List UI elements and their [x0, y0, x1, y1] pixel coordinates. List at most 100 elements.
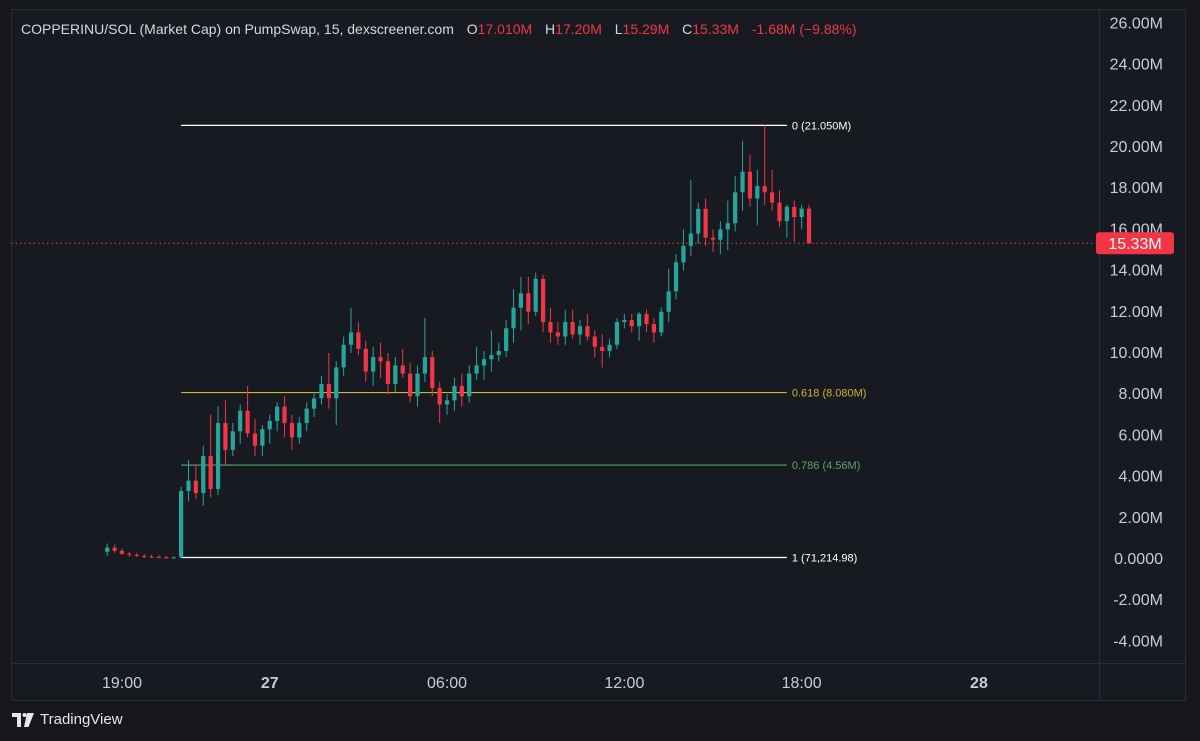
- candle: [260, 425, 265, 456]
- candle-body: [703, 208, 708, 238]
- candle: [792, 200, 797, 242]
- candle: [459, 373, 464, 407]
- candle: [577, 320, 583, 345]
- candle: [651, 317, 656, 343]
- candle-body: [673, 262, 679, 292]
- candle-body: [275, 406, 280, 421]
- candle-body: [725, 223, 730, 230]
- high-value: 17.20M: [555, 21, 602, 37]
- candle: [348, 307, 354, 353]
- candle-body: [112, 547, 117, 551]
- candle-body: [540, 278, 546, 323]
- candle-body: [755, 186, 760, 199]
- candle-body: [245, 410, 250, 434]
- candle-body: [348, 332, 354, 345]
- x-tick-label: 18:00: [782, 675, 822, 692]
- candle-body: [614, 322, 620, 345]
- candle: [215, 406, 221, 496]
- candle-body: [378, 357, 383, 362]
- candle-body: [459, 385, 464, 397]
- candle-body: [592, 336, 597, 347]
- candle-body: [267, 420, 272, 430]
- candle: [119, 548, 125, 555]
- close-label: C: [682, 21, 693, 37]
- candle-body: [422, 357, 427, 374]
- candle-body: [171, 557, 176, 559]
- candle-body: [164, 557, 169, 559]
- candle-body: [688, 233, 693, 246]
- y-tick-label: 18.00M: [1110, 180, 1163, 197]
- candle: [186, 460, 191, 502]
- candle: [762, 125, 767, 205]
- candle: [474, 346, 479, 380]
- symbol-title: COPPERINU/SOL (Market Cap) on PumpSwap, …: [21, 21, 454, 37]
- candle-body: [179, 491, 184, 558]
- candle-body: [733, 192, 738, 224]
- candle: [518, 276, 524, 331]
- candle-body: [762, 186, 767, 193]
- candle: [437, 381, 442, 424]
- candle: [688, 179, 693, 257]
- candle-body: [238, 410, 243, 432]
- candle: [385, 353, 391, 395]
- tradingview-footer[interactable]: TradingView: [12, 711, 123, 728]
- candle-body: [792, 206, 797, 218]
- candle: [201, 445, 206, 506]
- x-tick-label: 28: [970, 675, 988, 692]
- candle-body: [747, 171, 753, 199]
- candle-body: [289, 423, 295, 438]
- candle-body: [341, 344, 346, 368]
- candle: [444, 394, 450, 415]
- current-price-badge: [1096, 232, 1174, 255]
- candle: [777, 190, 782, 228]
- candle-body: [297, 423, 302, 438]
- candle: [548, 307, 553, 343]
- candle-body: [156, 556, 162, 558]
- candle: [703, 198, 708, 246]
- candle-body: [526, 293, 531, 312]
- candle: [282, 396, 287, 438]
- y-tick-label: -4.00M: [1113, 633, 1163, 650]
- candle-body: [319, 383, 324, 399]
- candle-body: [570, 322, 575, 335]
- candle: [238, 404, 243, 444]
- candle: [673, 254, 679, 300]
- candle-body: [408, 373, 413, 397]
- candle-body: [127, 553, 132, 555]
- candle: [607, 338, 612, 358]
- price-axis[interactable]: [1100, 9, 1186, 664]
- candle: [245, 385, 250, 438]
- candle-body: [718, 229, 723, 240]
- candle-body: [585, 326, 590, 337]
- fib-level-label: 0 (21.050M): [792, 120, 851, 132]
- candle-body: [644, 313, 649, 325]
- chart-pane[interactable]: [11, 9, 1100, 664]
- candle: [644, 309, 649, 333]
- candle-body: [400, 365, 405, 374]
- candle: [112, 544, 117, 553]
- candle: [267, 414, 272, 444]
- candle-body: [710, 237, 716, 240]
- tradingview-logo-icon: [12, 712, 34, 727]
- x-tick-label: 27: [261, 675, 279, 692]
- candle-body: [533, 278, 538, 312]
- candle: [393, 357, 398, 393]
- candle-body: [777, 202, 782, 222]
- time-axis[interactable]: [11, 664, 1100, 701]
- candle: [740, 140, 745, 211]
- candle: [171, 556, 176, 559]
- fib-level-label: 1 (71,214.98): [792, 553, 857, 565]
- candle-body: [740, 171, 745, 193]
- candle: [696, 202, 701, 244]
- candle: [555, 322, 560, 345]
- candle: [637, 311, 642, 341]
- candle-body: [696, 208, 701, 234]
- candle: [371, 346, 376, 386]
- candle-body: [215, 423, 221, 489]
- candle-body: [637, 313, 642, 327]
- candle-body: [193, 480, 198, 494]
- candle: [489, 330, 494, 372]
- candle-body: [282, 406, 287, 424]
- candle: [275, 402, 280, 432]
- candle-body: [666, 291, 671, 312]
